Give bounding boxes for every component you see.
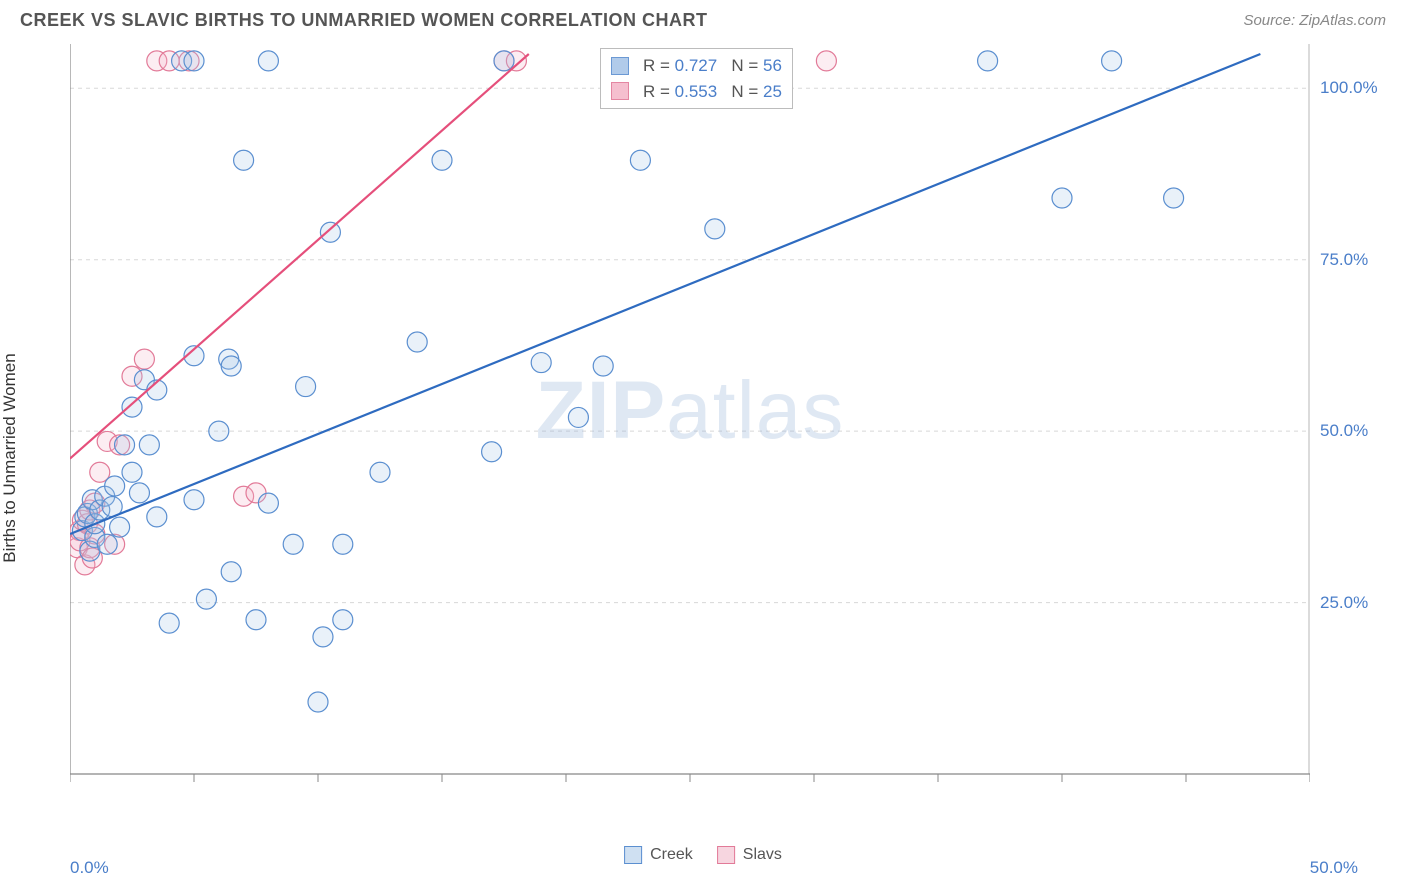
legend-swatch xyxy=(611,57,629,75)
legend-item: Slavs xyxy=(717,846,782,864)
chart-container: Births to Unmarried Women ZIPatlas R = 0… xyxy=(20,44,1386,872)
y-tick-label: 50.0% xyxy=(1320,421,1390,441)
legend-label: Slavs xyxy=(743,846,782,863)
y-axis-label: Births to Unmarried Women xyxy=(0,353,20,562)
chart-title: CREEK VS SLAVIC BIRTHS TO UNMARRIED WOME… xyxy=(20,10,708,31)
y-tick-label: 75.0% xyxy=(1320,250,1390,270)
series-legend: Creek Slavs xyxy=(624,846,782,864)
x-tick-end: 50.0% xyxy=(1310,858,1358,878)
stats-legend-row: R = 0.727 N = 56 xyxy=(611,53,782,79)
stats-legend: R = 0.727 N = 56R = 0.553 N = 25 xyxy=(600,48,793,109)
stats-legend-row: R = 0.553 N = 25 xyxy=(611,79,782,105)
legend-item: Creek xyxy=(624,846,693,864)
legend-label: Creek xyxy=(650,846,693,863)
stats-text: R = 0.553 N = 25 xyxy=(643,79,782,105)
legend-swatch xyxy=(717,846,735,864)
plot-area: ZIPatlas R = 0.727 N = 56R = 0.553 N = 2… xyxy=(70,44,1310,824)
x-tick-start: 0.0% xyxy=(70,858,109,878)
stats-text: R = 0.727 N = 56 xyxy=(643,53,782,79)
y-tick-label: 100.0% xyxy=(1320,78,1390,98)
legend-swatch xyxy=(624,846,642,864)
legend-swatch xyxy=(611,82,629,100)
scatter-svg xyxy=(70,44,1310,824)
source-label: Source: ZipAtlas.com xyxy=(1243,12,1386,29)
y-tick-label: 25.0% xyxy=(1320,593,1390,613)
